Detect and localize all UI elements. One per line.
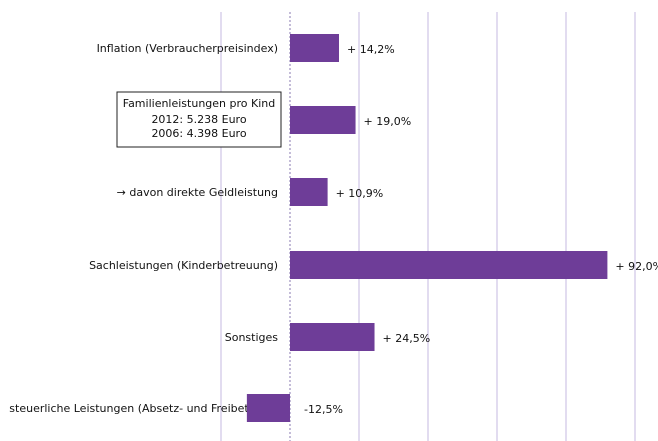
value-label: + 14,2% [347,43,395,56]
label-box [116,91,282,148]
category-label: steuerliche Leistungen (Absetz- und Frei… [9,402,278,415]
bar [246,394,290,422]
annotation: 2006: 4.398 Euro [151,127,246,140]
value-label: + 19,0% [364,115,412,128]
category-label: Familienleistungen pro Kind [123,97,275,110]
value-label: -12,5% [304,403,343,416]
value-label: + 10,9% [336,187,384,200]
bar [290,106,356,134]
bar [290,178,328,206]
value-label: + 92,0% [615,260,658,273]
category-label: → davon direkte Geldleistung [117,186,278,199]
bar [290,34,339,62]
bar [290,251,608,279]
category-label: Inflation (Verbraucherpreisindex) [97,42,278,55]
value-label: + 24,5% [383,332,431,345]
bar [290,323,375,351]
category-label: Sonstiges [225,331,279,344]
category-label: Sachleistungen (Kinderbetreuung) [89,259,278,272]
annotation: 2012: 5.238 Euro [151,113,246,126]
